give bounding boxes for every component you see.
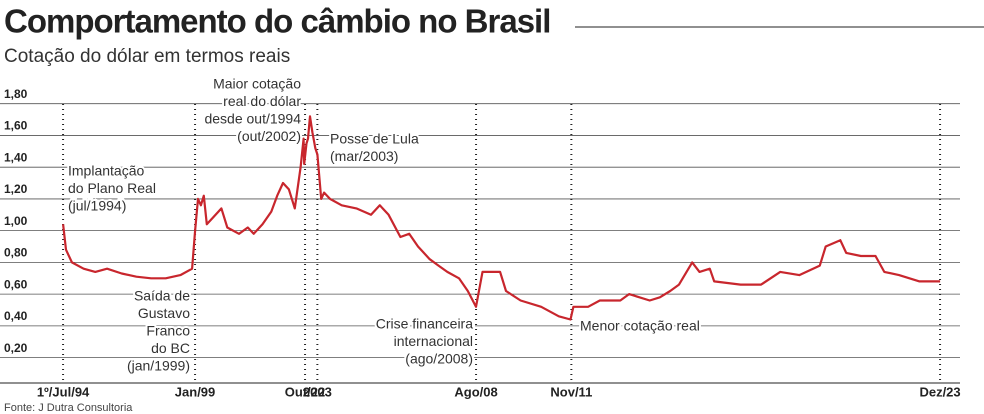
y-tick-label: 1,80	[4, 87, 28, 101]
y-tick-label: 1,00	[4, 214, 28, 228]
annotation: (jan/1999)	[127, 358, 190, 374]
chart-title: Comportamento do câmbio no Brasil	[4, 3, 550, 40]
x-tick-label: Nov/11	[550, 384, 592, 399]
x-tick-label: Ago/08	[454, 384, 497, 399]
chart-subtitle: Cotação do dólar em termos reais	[4, 46, 290, 67]
annotation: Implantação	[68, 163, 144, 179]
y-tick-label: 0,40	[4, 309, 28, 323]
y-tick-label: 0,80	[4, 246, 28, 260]
x-tick-label: 2003	[303, 384, 332, 399]
y-tick-label: 1,20	[4, 182, 28, 196]
source: Fonte: J Dutra Consultoria	[4, 402, 133, 414]
annotation: (ago/2008)	[405, 351, 473, 367]
annotation: internacional	[394, 333, 473, 349]
annotation: Crise financeira	[376, 316, 473, 332]
annotation: Menor cotação real	[580, 318, 700, 334]
annotation: Gustavo	[138, 305, 190, 321]
annotation: Saída de	[134, 288, 190, 304]
x-tick-label: Out/22	[285, 384, 325, 399]
annotation: (mar/2003)	[330, 148, 398, 164]
x-tick-label: Jan/99	[175, 384, 215, 399]
line	[62, 115, 941, 321]
annotation: desde out/1994	[204, 111, 301, 127]
annotation: do Plano Real	[68, 180, 156, 196]
y-tick-label: 1,60	[4, 119, 28, 133]
annotation: Franco	[146, 323, 190, 339]
y-tick-label: 0,20	[4, 341, 28, 355]
y-tick-label: 1,40	[4, 150, 28, 164]
annotation: do BC	[151, 340, 190, 356]
annotation: real do dólar	[223, 93, 301, 109]
annotation: Maior cotação	[213, 76, 301, 92]
annotation: (jul/1994)	[68, 198, 126, 214]
y-tick-label: 0,60	[4, 277, 28, 291]
annotation: (out/2002)	[237, 128, 301, 144]
annotation: Posse de Lula	[330, 131, 419, 147]
x-tick-label: 1º/Jul/94	[37, 384, 90, 399]
x-tick-label: Dez/23	[919, 384, 960, 399]
